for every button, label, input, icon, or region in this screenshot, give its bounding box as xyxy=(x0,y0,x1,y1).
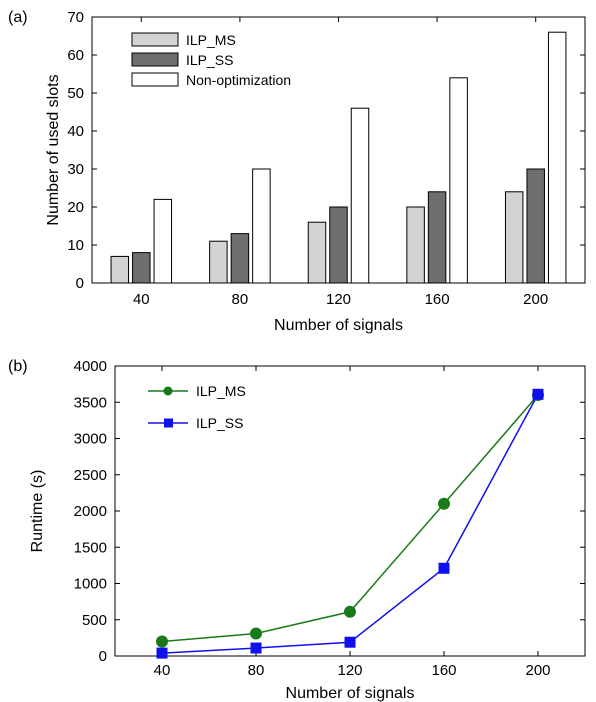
x-tick-label: 80 xyxy=(232,291,249,308)
line-legend: ILP_MS ILP_SS xyxy=(148,383,246,431)
bar-non-optimization xyxy=(449,77,468,284)
point-ilp-ss xyxy=(250,642,262,654)
panel-label-b: (b) xyxy=(8,358,28,375)
bar-ilp_ss xyxy=(230,233,250,284)
bar-ilp_ms xyxy=(504,191,524,284)
bar-ilp_ms xyxy=(209,240,228,284)
y-tick-label: 10 xyxy=(67,237,84,254)
y-tick-label: 2000 xyxy=(74,503,107,520)
x-tick-label: 120 xyxy=(337,662,362,679)
x-axis-title: Number of signals xyxy=(274,317,403,334)
point-ilp-ss xyxy=(438,562,450,574)
bar-legend: ILP_MS ILP_SS Non-optimization xyxy=(131,32,291,88)
x-tick-label: 160 xyxy=(425,291,450,308)
point-ilp-ss xyxy=(532,388,544,400)
x-tick-label: 80 xyxy=(248,662,265,679)
y-tick-label: 70 xyxy=(67,9,84,26)
legend-label: ILP_SS xyxy=(186,52,233,68)
bar-ilp_ss xyxy=(329,206,348,284)
y-tick-label: 50 xyxy=(67,85,84,102)
y-tick-label: 3500 xyxy=(74,394,107,411)
y-tick-label: 0 xyxy=(99,648,107,665)
line-chart-panel: 0 500 1000 1500 2000 2500 3000 3500 4000 40 80 120 1… xyxy=(8,358,586,702)
x-tick-label: 120 xyxy=(326,291,351,308)
legend-label: ILP_MS xyxy=(186,32,236,48)
y-tick-label: 40 xyxy=(67,123,84,140)
x-tick-label: 160 xyxy=(431,662,456,679)
legend-label: Non-optimization xyxy=(186,72,291,88)
bar-ilp_ss xyxy=(132,252,151,284)
y-tick-label: 20 xyxy=(67,199,84,216)
point-ilp-ms xyxy=(156,635,168,648)
legend-marker-ilp-ss xyxy=(164,418,173,428)
x-tick-label: 40 xyxy=(133,291,150,308)
point-ilp-ms xyxy=(344,605,356,618)
y-tick-label: 1500 xyxy=(74,539,107,556)
y-axis-title: Runtime (s) xyxy=(29,470,46,553)
bar-non-optimization xyxy=(153,198,173,284)
x-tick-label: 200 xyxy=(523,291,548,308)
y-axis-title: Number of used slots xyxy=(45,74,62,225)
y-tick-label: 1000 xyxy=(74,576,107,593)
y-tick-label: 500 xyxy=(82,612,107,629)
y-tick-label: 3000 xyxy=(74,431,107,448)
point-ilp-ss xyxy=(156,647,168,659)
legend-label: ILP_MS xyxy=(196,383,246,399)
panel-label-a: (a) xyxy=(8,9,28,26)
bar-ilp_ss xyxy=(427,191,447,284)
bar-non-optimization xyxy=(252,168,271,284)
series-line-ilp-ms xyxy=(161,394,539,643)
point-ilp-ms xyxy=(438,497,450,510)
y-tick-label: 0 xyxy=(76,275,84,292)
legend-swatch xyxy=(131,52,179,67)
point-ilp-ms xyxy=(250,627,262,640)
x-tick-label: 40 xyxy=(154,662,171,679)
legend-swatch xyxy=(131,72,179,87)
bar-chart-panel: 0 10 20 30 40 50 60 70 40 80 120 160 200 Number of si… xyxy=(8,9,586,334)
point-ilp-ss xyxy=(344,636,356,648)
y-tick-label: 4000 xyxy=(74,358,107,375)
y-tick-label: 30 xyxy=(67,161,84,178)
legend-marker-ilp-ms xyxy=(163,386,173,396)
legend-label: ILP_SS xyxy=(196,415,243,431)
bar-non-optimization xyxy=(350,107,370,284)
x-tick-label: 200 xyxy=(525,662,550,679)
bar-ilp_ms xyxy=(307,221,327,284)
bar-non-optimization xyxy=(547,31,567,284)
legend-swatch xyxy=(131,32,179,47)
y-tick-label: 2500 xyxy=(74,467,107,484)
x-axis-title: Number of signals xyxy=(286,685,415,702)
y-tick-label: 60 xyxy=(67,47,84,64)
bar-ilp_ms xyxy=(110,255,130,284)
bar-ilp_ms xyxy=(406,206,425,284)
bar-ilp_ss xyxy=(526,168,545,284)
